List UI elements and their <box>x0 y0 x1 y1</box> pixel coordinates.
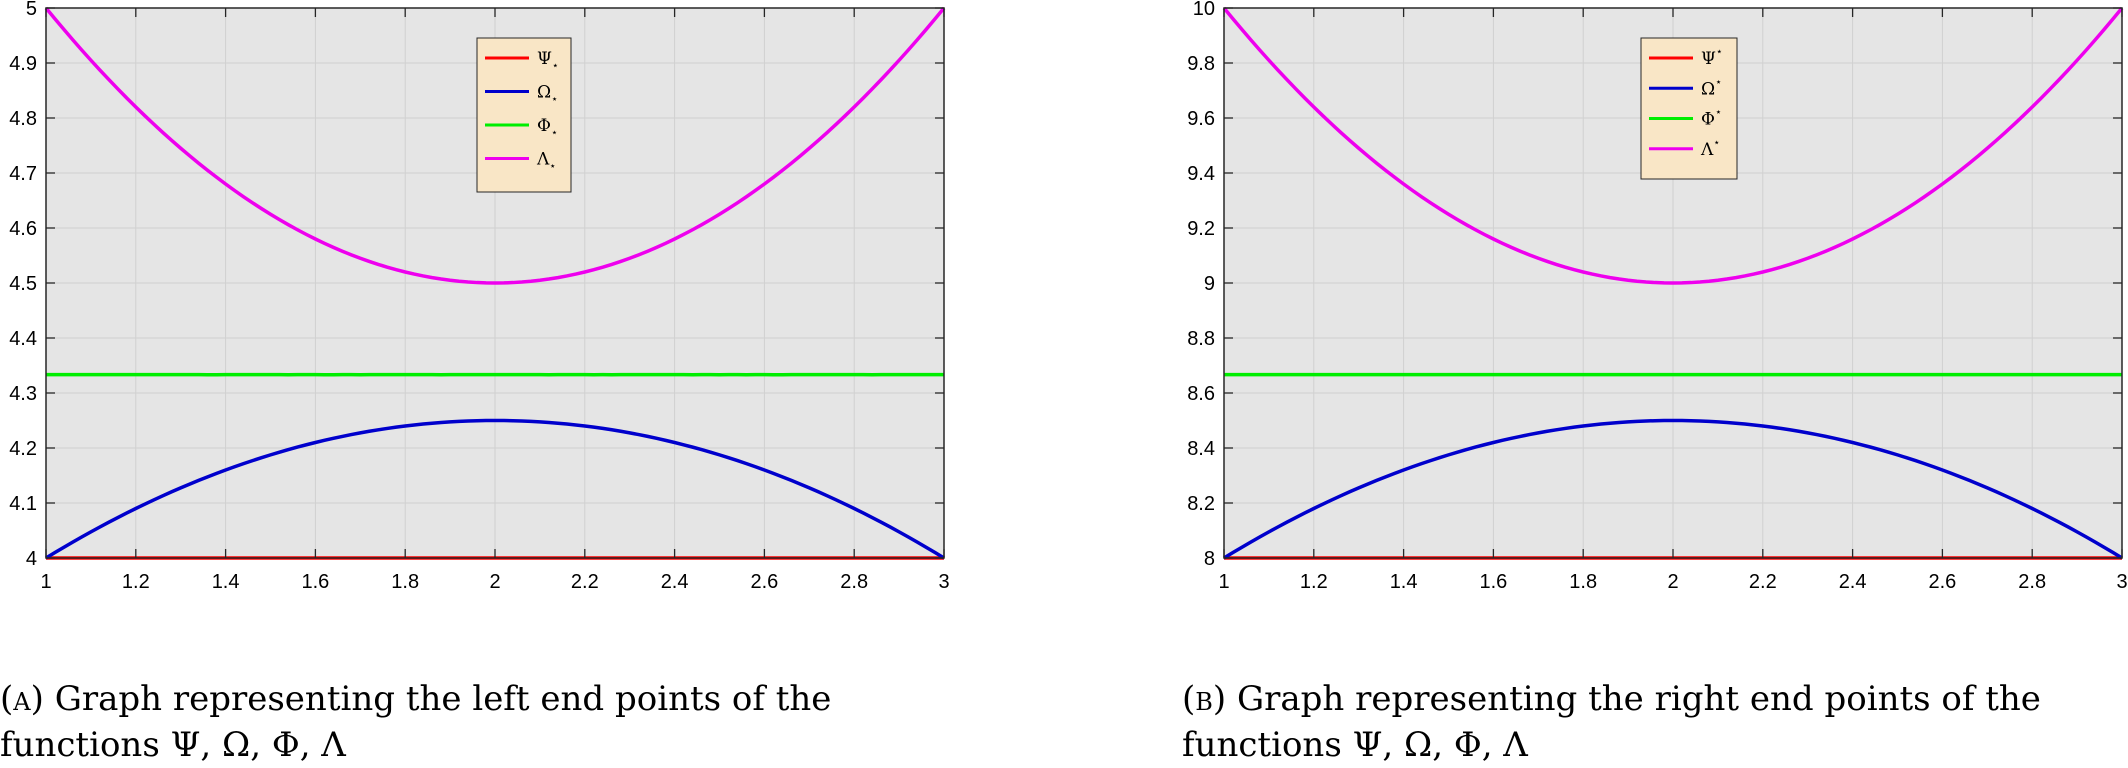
caption-b-line1: Graph representing the right end points … <box>1237 679 2041 719</box>
x-tick-label: 2.8 <box>2018 571 2046 593</box>
x-tick-label: 1.8 <box>1569 571 1597 593</box>
x-tick-label: 2 <box>1667 571 1678 593</box>
y-tick-label: 9.2 <box>1187 218 1215 240</box>
caption-a-line1: Graph representing the left end points o… <box>55 679 832 719</box>
y-tick-label: 4.3 <box>9 383 37 405</box>
y-tick-label: 8.6 <box>1187 383 1215 405</box>
y-tick-label: 8.2 <box>1187 493 1215 515</box>
y-tick-label: 9.6 <box>1187 108 1215 130</box>
y-tick-label: 9.8 <box>1187 53 1215 75</box>
caption-a: (a) Graph representing the left end poin… <box>0 676 900 768</box>
y-tick-label: 8.8 <box>1187 328 1215 350</box>
y-tick-label: 4.2 <box>9 438 37 460</box>
x-tick-label: 2.4 <box>661 571 689 593</box>
y-tick-label: 9 <box>1204 273 1215 295</box>
x-tick-label: 3 <box>938 571 949 593</box>
x-tick-label: 3 <box>2116 571 2127 593</box>
x-tick-label: 1 <box>1218 571 1229 593</box>
x-tick-label: 2.6 <box>750 571 778 593</box>
x-tick-label: 1.6 <box>1479 571 1507 593</box>
x-tick-label: 1.2 <box>1300 571 1328 593</box>
caption-b-line2: functions Ψ, Ω, Φ, Λ <box>1182 725 1528 765</box>
x-tick-label: 2.4 <box>1839 571 1867 593</box>
y-tick-label: 9.4 <box>1187 163 1215 185</box>
y-tick-label: 4.6 <box>9 218 37 240</box>
x-tick-label: 1.2 <box>122 571 150 593</box>
x-tick-label: 1.4 <box>212 571 240 593</box>
caption-a-tag: (a) <box>0 679 44 719</box>
x-tick-label: 1 <box>40 571 51 593</box>
x-tick-label: 1.8 <box>391 571 419 593</box>
x-tick-label: 1.4 <box>1390 571 1418 593</box>
chart-2: 1 1.2 1.4 1.6 1.8 2 2.2 2.4 2.6 2.8 3 8 8.2 8.4 8.6 8.8… <box>1187 0 2127 593</box>
x-tick-label: 2 <box>489 571 500 593</box>
y-tick-label: 5 <box>26 0 37 20</box>
y-tick-label: 4.8 <box>9 108 37 130</box>
caption-a-line2: functions Ψ, Ω, Φ, Λ <box>0 725 346 765</box>
legend: Ψ⋆Ω⋆Φ⋆Λ⋆ <box>1641 38 1737 179</box>
y-tick-label: 4.4 <box>9 328 37 350</box>
caption-b: (b) Graph representing the right end poi… <box>1182 676 2082 768</box>
y-tick-label: 8.4 <box>1187 438 1215 460</box>
x-tick-label: 2.2 <box>1749 571 1777 593</box>
y-tick-label: 4.9 <box>9 53 37 75</box>
y-tick-label: 8 <box>1204 548 1215 570</box>
y-tick-label: 4.5 <box>9 273 37 295</box>
y-tick-label: 4.1 <box>9 493 37 515</box>
y-tick-label: 4 <box>26 548 37 570</box>
chart-1: 1 1.2 1.4 1.6 1.8 2 2.2 2.4 2.6 2.8 3 4 4.1 4.2 4.3 4.4… <box>9 0 949 593</box>
y-tick-label: 4.7 <box>9 163 37 185</box>
caption-b-tag: (b) <box>1182 679 1226 719</box>
y-tick-label: 10 <box>1193 0 1215 20</box>
x-tick-label: 2.8 <box>840 571 868 593</box>
x-tick-label: 2.6 <box>1928 571 1956 593</box>
x-tick-label: 1.6 <box>301 571 329 593</box>
x-tick-label: 2.2 <box>571 571 599 593</box>
legend: Ψ⋆Ω⋆Φ⋆Λ⋆ <box>477 38 571 192</box>
